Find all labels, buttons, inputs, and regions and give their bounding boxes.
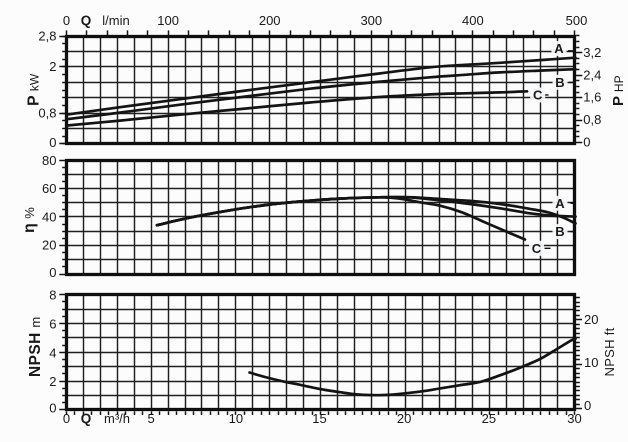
svg-text:400: 400 bbox=[462, 13, 484, 28]
svg-text:P HP: P HP bbox=[610, 75, 627, 106]
svg-text:2,4: 2,4 bbox=[583, 67, 601, 82]
svg-text:6: 6 bbox=[49, 317, 56, 332]
svg-text:15: 15 bbox=[312, 411, 326, 426]
svg-text:NPSH ft: NPSH ft bbox=[602, 327, 617, 376]
svg-text:C: C bbox=[533, 88, 543, 103]
svg-text:100: 100 bbox=[157, 13, 179, 28]
svg-text:0: 0 bbox=[63, 411, 70, 426]
svg-text:0: 0 bbox=[49, 265, 56, 280]
svg-text:0: 0 bbox=[583, 135, 590, 150]
svg-text:Q: Q bbox=[81, 13, 92, 28]
svg-text:NPSH m: NPSH m bbox=[27, 316, 44, 377]
svg-text:500: 500 bbox=[566, 13, 588, 28]
svg-text:80: 80 bbox=[42, 153, 56, 168]
svg-text:0: 0 bbox=[49, 401, 56, 416]
svg-text:A: A bbox=[555, 196, 565, 211]
svg-text:η %: η % bbox=[21, 207, 38, 233]
svg-text:m³/h: m³/h bbox=[104, 411, 130, 426]
svg-text:8: 8 bbox=[49, 288, 56, 303]
svg-text:l/min: l/min bbox=[102, 13, 129, 28]
svg-text:2: 2 bbox=[49, 374, 56, 389]
svg-text:20: 20 bbox=[584, 312, 598, 327]
svg-text:20: 20 bbox=[397, 411, 411, 426]
svg-text:2,8: 2,8 bbox=[38, 29, 56, 44]
svg-text:1,6: 1,6 bbox=[583, 89, 601, 104]
svg-text:5: 5 bbox=[148, 411, 155, 426]
svg-text:P kW: P kW bbox=[26, 73, 43, 106]
svg-text:B: B bbox=[555, 75, 564, 90]
svg-text:0,8: 0,8 bbox=[583, 112, 601, 127]
svg-text:10: 10 bbox=[229, 411, 243, 426]
svg-text:60: 60 bbox=[42, 181, 56, 196]
svg-text:C: C bbox=[532, 241, 542, 256]
svg-text:2: 2 bbox=[49, 59, 56, 74]
svg-text:B: B bbox=[555, 224, 564, 239]
svg-text:200: 200 bbox=[259, 13, 281, 28]
svg-text:4: 4 bbox=[49, 345, 56, 360]
svg-text:0: 0 bbox=[49, 135, 56, 150]
svg-text:25: 25 bbox=[482, 411, 496, 426]
svg-text:3,2: 3,2 bbox=[583, 45, 601, 60]
svg-text:40: 40 bbox=[42, 209, 56, 224]
svg-text:0: 0 bbox=[584, 398, 591, 413]
svg-text:A: A bbox=[554, 41, 564, 56]
svg-text:20: 20 bbox=[42, 238, 56, 253]
svg-text:30: 30 bbox=[567, 411, 581, 426]
svg-text:300: 300 bbox=[360, 13, 382, 28]
svg-text:10: 10 bbox=[584, 355, 598, 370]
svg-text:Q: Q bbox=[81, 411, 92, 426]
svg-text:0,8: 0,8 bbox=[38, 105, 56, 120]
svg-text:0: 0 bbox=[63, 13, 70, 28]
